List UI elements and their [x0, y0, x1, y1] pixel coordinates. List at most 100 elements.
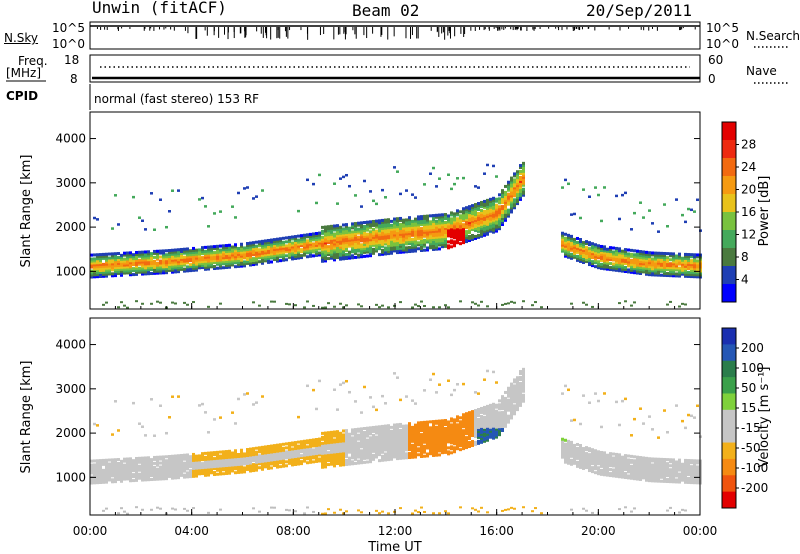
velocity-cell [123, 510, 126, 513]
power-cell [240, 242, 243, 246]
velocity-cell [498, 413, 501, 417]
power-cell [663, 273, 666, 277]
power-cell [609, 262, 612, 266]
power-cell [255, 260, 258, 264]
power-cell [570, 252, 573, 256]
power-cell [645, 270, 648, 274]
power-cell [339, 253, 342, 257]
velocity-cell [366, 446, 369, 450]
power-cell [492, 214, 495, 218]
velocity-cell [447, 436, 450, 440]
velocity-cell [126, 475, 129, 479]
power-cell [330, 238, 333, 242]
velocity-cell [261, 463, 264, 467]
power-cell [372, 251, 375, 255]
velocity-cell [345, 460, 348, 464]
power-cell [576, 258, 579, 262]
power-cell [489, 197, 492, 201]
power-cell [483, 213, 486, 217]
power-cell [594, 243, 597, 247]
power-cell [225, 257, 228, 261]
power-cell [591, 256, 594, 260]
power-cell [315, 249, 318, 253]
power-cell [129, 257, 132, 261]
velocity-cell [315, 451, 318, 455]
velocity-cell [276, 465, 279, 469]
velocity-cell [327, 447, 330, 451]
power-cell [690, 267, 693, 271]
velocity-cell [438, 423, 441, 427]
power-cell [573, 249, 576, 253]
power-cell [324, 227, 327, 231]
power-cell [654, 261, 657, 265]
velocity-cell [321, 447, 324, 451]
power-cell [96, 265, 99, 269]
velocity-cell [96, 465, 99, 469]
power-cell [519, 193, 522, 197]
power-cell [579, 240, 582, 244]
power-cell [468, 223, 471, 227]
velocity-cell [366, 438, 369, 442]
power-cell [378, 221, 381, 225]
velocity-cell [306, 439, 309, 443]
velocity-cell [222, 450, 225, 454]
velocity-cell [402, 448, 405, 452]
power-cell [333, 252, 336, 256]
velocity-cell [381, 430, 384, 434]
velocity-cell [327, 508, 330, 511]
velocity-cell [159, 477, 162, 481]
power-cell [120, 259, 123, 263]
velocity-cell [141, 472, 144, 476]
power-cell [207, 225, 210, 228]
velocity-cell [261, 395, 264, 398]
velocity-cell [426, 426, 429, 430]
power-cell [657, 261, 660, 265]
power-cell [156, 257, 159, 261]
power-cell [303, 235, 306, 239]
power-cell [612, 254, 615, 258]
power-cell [504, 204, 507, 208]
power-cell [135, 264, 138, 268]
power-cell [183, 301, 186, 304]
velocity-cell [228, 471, 231, 475]
velocity-cell [414, 455, 417, 459]
power-cell [519, 191, 522, 195]
power-cell [450, 217, 453, 221]
velocity-cell [339, 449, 342, 453]
velocity-cell [384, 436, 387, 440]
velocity-cell [372, 429, 375, 433]
power-cell [513, 172, 516, 176]
velocity-cell [378, 427, 381, 431]
power-cell [483, 231, 486, 235]
power-cell [378, 243, 381, 247]
velocity-cell [240, 466, 243, 470]
power-cell [321, 255, 324, 259]
power-cell [678, 268, 681, 272]
power-cell [396, 227, 399, 231]
power-cell [252, 257, 255, 261]
velocity-cell [336, 432, 339, 436]
power-cell [318, 245, 321, 249]
power-cell [144, 264, 147, 268]
power-cell [315, 232, 318, 236]
power-cell [354, 222, 357, 226]
velocity-cell [336, 438, 339, 442]
velocity-cell [360, 431, 363, 435]
power-cell [414, 225, 417, 229]
power-cell [669, 262, 672, 266]
power-cell [105, 274, 108, 278]
velocity-cell [486, 430, 489, 434]
velocity-cell [384, 428, 387, 432]
power-cell [498, 207, 501, 211]
velocity-cell [444, 450, 447, 454]
power-cell [480, 216, 483, 220]
velocity-cell [135, 466, 138, 470]
velocity-cell [489, 421, 492, 425]
velocity-cell [147, 468, 150, 472]
velocity-cell [306, 461, 309, 465]
power-cell [330, 252, 333, 256]
velocity-cell [438, 441, 441, 445]
velocity-cell [171, 466, 174, 470]
velocity-cell [255, 446, 258, 450]
velocity-cell [435, 439, 438, 443]
